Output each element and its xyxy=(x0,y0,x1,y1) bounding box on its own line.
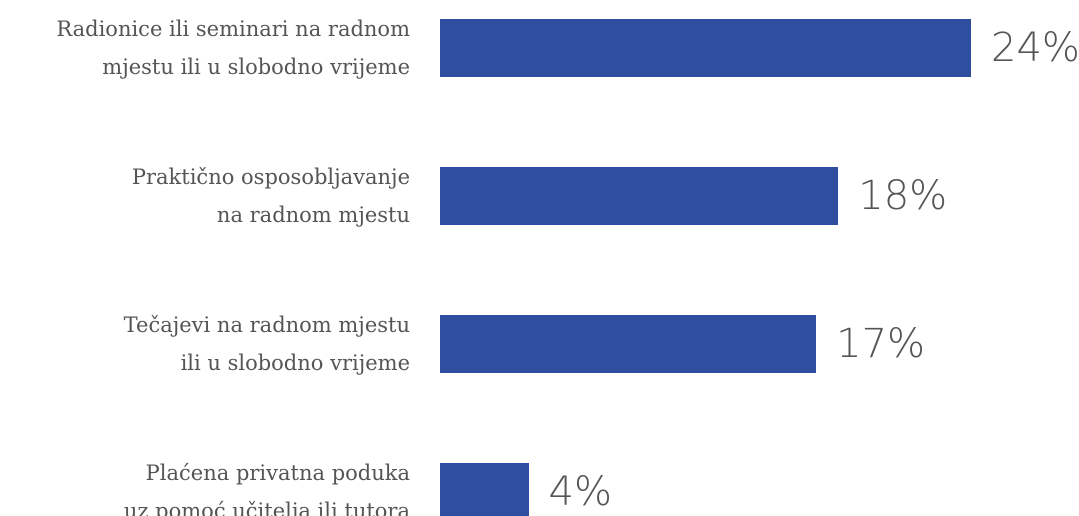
bar xyxy=(440,463,529,516)
bar xyxy=(440,315,817,373)
category-label: Tečajevi na radnom mjestu ili u slobodno… xyxy=(123,313,410,375)
category-label: Praktično osposobljavanje na radnom mjes… xyxy=(131,165,410,227)
bar xyxy=(440,167,839,225)
value-label: 17% xyxy=(836,321,926,367)
category-label: Radionice ili seminari na radnom mjestu … xyxy=(56,17,410,79)
value-label: 4% xyxy=(548,469,612,515)
category-label: Plaćena privatna poduka uz pomoć učitelj… xyxy=(123,461,410,516)
value-label: 18% xyxy=(858,173,948,219)
value-label: 24% xyxy=(991,25,1079,71)
bar xyxy=(440,19,971,77)
